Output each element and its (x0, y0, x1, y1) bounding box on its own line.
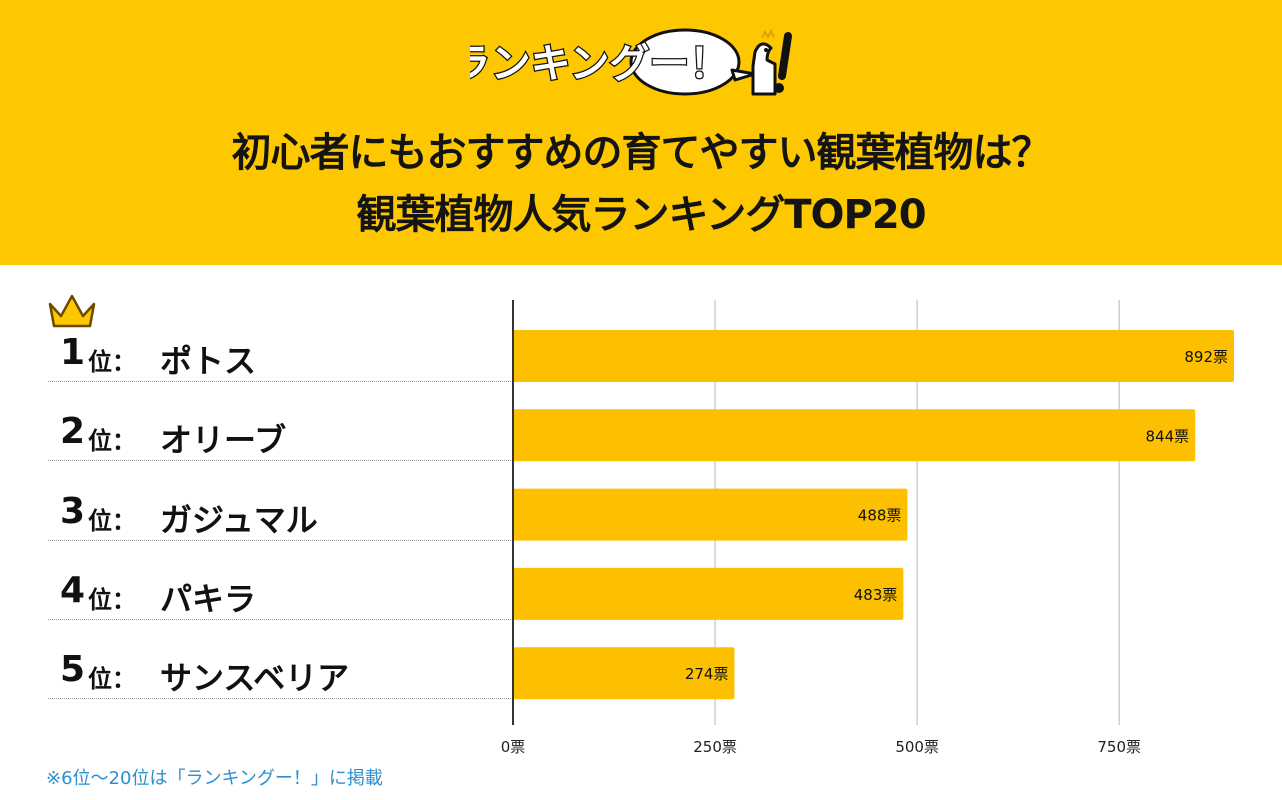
bar-value-label: 892票 (1184, 348, 1228, 366)
page-title-line-2: 観葉植物人気ランキングTOP20 (356, 192, 926, 238)
rank-suffix: 位： (88, 427, 136, 455)
rank-suffix: 位： (88, 665, 136, 693)
plant-name: パキラ (160, 580, 257, 618)
rank-row-5: 5 位： サンスベリア (48, 647, 513, 699)
rank-row-4: 4 位： パキラ (48, 568, 513, 620)
x-tick-label: 500票 (895, 738, 939, 756)
footnote: ※6位〜20位は「ランキングー！」に掲載 (46, 768, 383, 789)
x-tick-label: 250票 (693, 738, 737, 756)
header-banner: ランキングー！ 初心者にもおすすめの育てやすい観葉植物は？ 観葉植物人気ランキン… (0, 0, 1282, 265)
logo-wordmark: ランキングー！ (470, 41, 729, 87)
plant-name: ポトス (160, 342, 257, 380)
bar (513, 647, 735, 700)
rank-suffix: 位： (88, 507, 136, 535)
rank-suffix: 位： (88, 586, 136, 614)
rank-row-3: 3 位： ガジュマル (48, 489, 513, 541)
rank-number: 4 (60, 570, 86, 611)
rank-number: 1 (60, 332, 86, 373)
rank-number: 5 (60, 649, 86, 690)
rank-suffix: 位： (88, 348, 136, 376)
bar (513, 409, 1196, 462)
rank-number: 2 (60, 411, 86, 452)
bar-value-label: 488票 (858, 507, 902, 525)
rank-number: 3 (60, 491, 86, 532)
x-tick-label: 750票 (1097, 738, 1141, 756)
x-tick-label: 0票 (501, 738, 526, 756)
bar-value-label: 483票 (854, 586, 898, 604)
bar (513, 567, 904, 620)
bar (513, 488, 908, 541)
bar (513, 330, 1234, 382)
bar-value-label: 274票 (685, 665, 729, 683)
page-title-line-1: 初心者にもおすすめの育てやすい観葉植物は？ (231, 130, 1052, 176)
rank-row-1: 1 位： ポトス (48, 330, 513, 382)
rank-row-2: 2 位： オリーブ (48, 409, 513, 461)
plant-name: オリーブ (160, 421, 287, 459)
plant-name: ガジュマル (160, 501, 318, 539)
crown-icon (48, 294, 96, 328)
ranking-goo-logo: ランキングー！ (470, 28, 792, 96)
bar-value-label: 844票 (1146, 427, 1190, 445)
plant-name: サンスベリア (160, 659, 350, 697)
